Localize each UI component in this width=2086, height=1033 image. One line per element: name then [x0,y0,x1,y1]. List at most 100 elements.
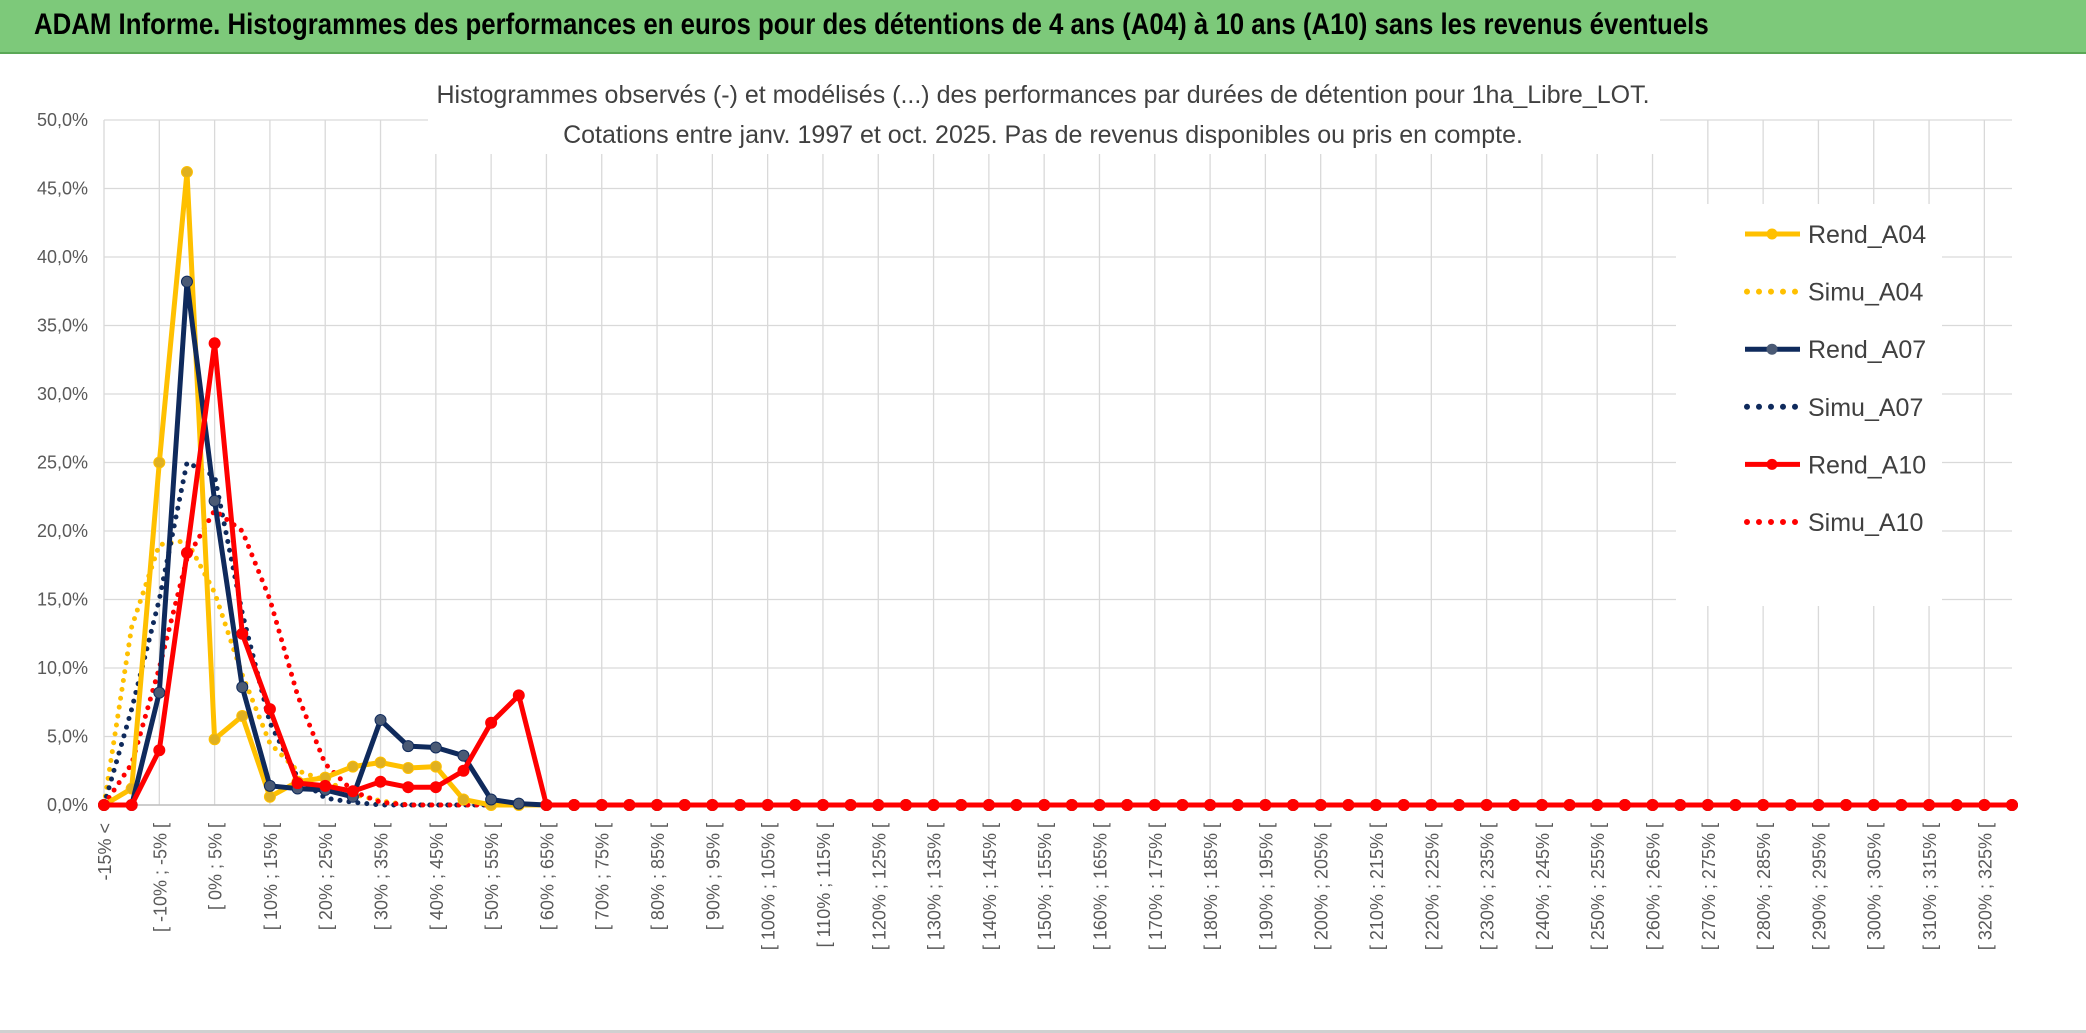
data-point [1121,799,1134,811]
data-point [761,799,774,811]
chart-area: 0,0% 5,0% 10,0% 15,0% 20,0% 25,0% 30,0% 35,0% 40… [0,54,2086,1033]
x-axis-ticks: -15% < [ -10% ; -5% [ [ 0% ; 5% [ [ 10% ; 1… [95,823,1995,950]
data-point [1480,799,1493,811]
y-tick-label: 15,0% [37,590,88,610]
x-tick-label: [ 240% ; 245% [ [1533,823,1553,950]
data-point [236,627,249,640]
data-point [816,799,829,811]
data-point [678,799,691,811]
x-tick-label: [ 320% ; 325% [ [1975,823,1995,950]
x-tick-label: [ 190% ; 195% [ [1256,823,1276,950]
data-point [429,741,442,754]
y-tick-label: 45,0% [37,179,88,199]
data-point [1010,799,1023,811]
data-point [180,546,193,559]
data-point [1314,799,1327,811]
data-point [1259,799,1272,811]
data-point [927,799,940,811]
data-point [429,760,442,773]
data-point [263,703,276,716]
data-point [1231,799,1244,811]
data-point [651,799,664,811]
data-point [1784,799,1797,811]
data-point [2006,799,2018,811]
data-point [374,756,387,769]
data-point [125,799,138,811]
data-point [706,799,719,811]
data-point [1397,799,1410,811]
data-point [982,799,995,811]
y-tick-label: 50,0% [37,110,88,130]
x-tick-label: [ 10% ; 15% [ [261,823,281,930]
data-point [153,456,166,469]
x-tick-label: [ 80% ; 85% [ [648,823,668,930]
legend-label: Rend_A10 [1808,451,1926,479]
page-title: ADAM Informe. Histogrammes des performan… [34,8,1709,41]
y-tick-label: 25,0% [37,453,88,473]
x-tick-label: [ 20% ; 25% [ [316,823,336,930]
data-point [1038,799,1051,811]
data-point [208,494,221,507]
series-line [104,340,2012,808]
x-tick-label: [ 30% ; 35% [ [372,823,392,930]
data-point [208,733,221,746]
data-point [1674,799,1687,811]
data-point [402,740,415,753]
legend: Rend_A04 Simu_A04 Rend_A07 Simu_A07 Rend_A10… [1744,221,1926,537]
x-tick-label: [ 200% ; 205% [ [1312,823,1332,950]
y-tick-label: 0,0% [47,795,88,815]
data-point [1591,799,1604,811]
legend-marker [1766,343,1778,355]
data-point [734,799,746,811]
y-tick-label: 10,0% [37,658,88,678]
y-tick-label: 35,0% [37,316,88,336]
chart-title-background [428,114,1660,154]
data-point [208,337,221,350]
data-point [346,785,359,798]
legend-label: Simu_A07 [1808,394,1923,422]
x-tick-label: [ 90% ; 95% [ [703,823,723,930]
x-tick-label: [ 160% ; 165% [ [1090,823,1110,950]
x-tick-label: [ 50% ; 55% [ [482,823,502,930]
y-tick-label: 40,0% [37,247,88,267]
x-tick-label: [ 0% ; 5% [ [206,823,226,910]
data-point [1729,799,1742,811]
data-point [844,799,857,811]
data-point [623,799,636,811]
data-point [1093,799,1106,811]
x-tick-label: [ 290% ; 295% [ [1809,823,1829,950]
data-point [1978,799,1991,811]
x-tick-label: [ 120% ; 125% [ [869,823,889,950]
data-point [374,775,387,788]
data-point [512,689,525,702]
x-tick-label: [ -10% ; -5% [ [150,823,170,932]
data-point [1176,799,1189,811]
legend-marker [1766,458,1778,470]
data-point [595,799,608,811]
x-tick-label: -15% < [95,823,115,881]
chart-title: Histogrammes observés (-) et modélisés (… [436,81,1649,109]
data-point [1757,799,1770,811]
data-point [512,797,525,810]
data-point [1812,799,1825,811]
x-tick-label: [ 40% ; 45% [ [427,823,447,930]
data-point [180,275,193,288]
data-point [1425,799,1438,811]
data-point [789,799,802,811]
data-point [346,760,359,773]
x-tick-label: [ 260% ; 265% [ [1644,823,1664,950]
data-point [1895,799,1908,811]
chart-svg: 0,0% 5,0% 10,0% 15,0% 20,0% 25,0% 30,0% 35,0% 40… [37,74,2018,950]
header-banner: ADAM Informe. Histogrammes des performan… [0,0,2086,54]
data-point [540,799,553,811]
legend-label: Rend_A07 [1808,336,1926,364]
data-point [485,716,498,729]
legend-label: Simu_A10 [1808,509,1923,537]
data-point [955,799,968,811]
data-point [1342,799,1355,811]
data-point [1370,799,1382,811]
data-point [872,799,885,811]
data-point [1535,799,1548,811]
chart-subtitle: Cotations entre janv. 1997 et oct. 2025.… [563,121,1523,149]
data-point [291,777,304,790]
